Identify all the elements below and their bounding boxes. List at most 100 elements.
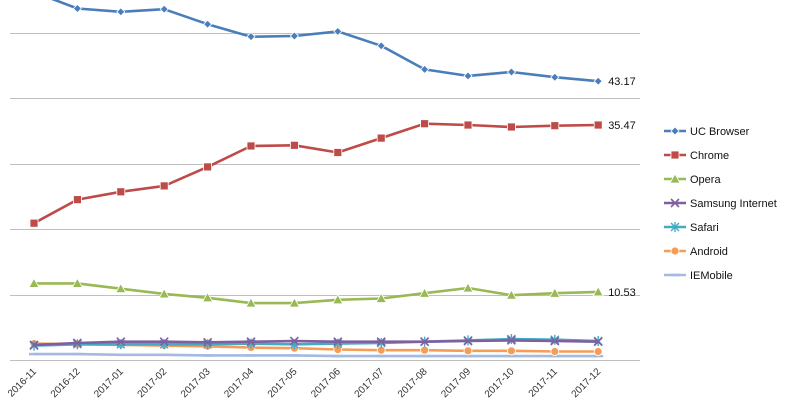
point-uc-browser-2017-10 <box>506 67 516 77</box>
point-uc-browser-2017-04 <box>246 32 256 42</box>
x-tick-2017-11: 2017-11 <box>527 366 561 400</box>
legend-item-android: Android <box>664 246 728 258</box>
point-android-2017-10 <box>506 346 516 356</box>
point-chrome-2016-12 <box>73 195 82 205</box>
point-samsung-internet-2017-08 <box>420 337 430 347</box>
x-tick-2017-10: 2017-10 <box>483 366 517 400</box>
end-label-chrome: 35.47 <box>608 120 636 132</box>
series-line-samsung-internet <box>33 339 599 347</box>
x-axis-tick-labels: 2016-11 2016-12 2017-01 2017-02 2017-03 2017-… <box>6 366 604 400</box>
series-line-uc-browser <box>51 0 599 83</box>
point-samsung-internet-2017-09 <box>463 336 473 346</box>
series-line-iemobile <box>34 352 599 358</box>
series-samsung-internet <box>29 335 603 350</box>
point-opera-2016-12 <box>71 277 84 288</box>
end-label-opera: 10.53 <box>608 287 636 299</box>
point-uc-browser-2017-05 <box>289 31 299 41</box>
point-samsung-internet-2017-12 <box>593 337 603 347</box>
point-chrome-2017-01 <box>116 187 126 197</box>
series-lines <box>28 0 604 358</box>
point-uc-browser-2017-03 <box>203 19 213 29</box>
legend-item-opera: Opera <box>664 173 721 186</box>
point-opera-2016-11 <box>28 277 40 288</box>
series-opera <box>28 277 604 308</box>
point-uc-browser-2017-07 <box>376 41 386 51</box>
legend-label-iemobile: IEMobile <box>690 270 733 282</box>
legend-item-samsung-internet: Samsung Internet <box>664 198 777 210</box>
point-samsung-internet-2017-01 <box>116 337 126 347</box>
legend-label-safari: Safari <box>690 222 719 234</box>
point-chrome-2016-11 <box>29 218 39 228</box>
series-uc-browser <box>51 0 603 86</box>
x-tick-2017-04: 2017-04 <box>222 366 256 400</box>
legend: UC Browser Chrome Opera Samsung Internet Saf… <box>664 126 777 282</box>
x-tick-2017-03: 2017-03 <box>179 366 213 400</box>
x-tick-2017-05: 2017-05 <box>266 366 300 400</box>
series-line-opera <box>34 282 599 305</box>
point-uc-browser-2017-01 <box>116 7 126 17</box>
series-iemobile <box>29 352 604 358</box>
point-samsung-internet-2017-03 <box>203 337 213 347</box>
point-opera-2017-04 <box>245 297 257 308</box>
legend-swatch-marker-chrome <box>670 150 680 160</box>
point-opera-2017-01 <box>115 282 127 294</box>
legend-item-uc-browser: UC Browser <box>664 126 750 138</box>
point-samsung-internet-2016-11 <box>29 340 39 350</box>
point-chrome-2017-04 <box>246 141 256 151</box>
point-samsung-internet-2017-04 <box>246 337 256 347</box>
point-android-2017-11 <box>550 347 560 356</box>
point-uc-browser-2016-12 <box>72 3 82 14</box>
point-chrome-2017-02 <box>159 181 169 191</box>
point-samsung-internet-2017-02 <box>159 337 169 347</box>
point-samsung-internet-2017-10 <box>506 335 516 345</box>
x-tick-2017-02: 2017-02 <box>136 366 170 400</box>
x-tick-2017-12: 2017-12 <box>570 366 604 400</box>
legend-label-samsung-internet: Samsung Internet <box>690 198 777 210</box>
legend-label-chrome: Chrome <box>690 150 729 162</box>
point-uc-browser-2017-02 <box>159 4 169 14</box>
point-chrome-2017-10 <box>506 122 516 132</box>
point-uc-browser-2017-09 <box>463 71 473 81</box>
point-opera-2017-07 <box>375 292 387 303</box>
point-uc-browser-2017-12 <box>593 76 603 86</box>
point-chrome-2017-07 <box>376 133 386 143</box>
end-label-uc-browser: 43.17 <box>608 76 636 88</box>
point-opera-2017-03 <box>201 291 214 303</box>
legend-item-iemobile: IEMobile <box>664 270 733 282</box>
point-chrome-2017-05 <box>289 140 299 150</box>
gridlines <box>10 33 640 361</box>
point-opera-2017-06 <box>332 293 344 305</box>
legend-item-chrome: Chrome <box>664 150 729 162</box>
point-chrome-2017-09 <box>463 120 473 130</box>
point-android-2017-08 <box>420 345 430 355</box>
point-opera-2017-05 <box>288 297 301 308</box>
end-value-labels: 10.53 35.47 43.17 <box>608 76 636 299</box>
point-samsung-internet-2017-06 <box>333 337 343 347</box>
point-opera-2017-08 <box>418 287 431 298</box>
point-chrome-2017-12 <box>593 120 603 130</box>
point-samsung-internet-2016-12 <box>72 338 82 348</box>
x-tick-2017-06: 2017-06 <box>309 366 343 400</box>
legend-swatch-marker-uc-browser <box>670 126 680 136</box>
legend-label-uc-browser: UC Browser <box>690 126 750 138</box>
legend-item-safari: Safari <box>664 222 719 234</box>
series-chrome <box>29 119 603 228</box>
point-chrome-2017-08 <box>420 119 430 129</box>
point-samsung-internet-2017-05 <box>289 336 299 346</box>
legend-swatch-marker-opera <box>669 173 681 184</box>
legend-label-opera: Opera <box>690 174 721 186</box>
point-uc-browser-2017-08 <box>420 64 430 74</box>
x-tick-2017-08: 2017-08 <box>396 366 430 400</box>
legend-swatch-marker-safari <box>670 222 680 232</box>
legend-swatch-marker-samsung-internet <box>670 198 680 208</box>
point-uc-browser-2017-06 <box>333 26 343 36</box>
series-line-chrome <box>33 122 599 225</box>
point-opera-2017-10 <box>505 289 518 300</box>
point-opera-2017-12 <box>592 286 604 297</box>
point-opera-2017-09 <box>462 282 474 293</box>
x-tick-2016-11: 2016-11 <box>6 366 40 400</box>
point-uc-browser-2017-11 <box>550 72 560 82</box>
x-tick-2016-12: 2016-12 <box>49 366 83 400</box>
point-samsung-internet-2017-07 <box>376 337 386 347</box>
